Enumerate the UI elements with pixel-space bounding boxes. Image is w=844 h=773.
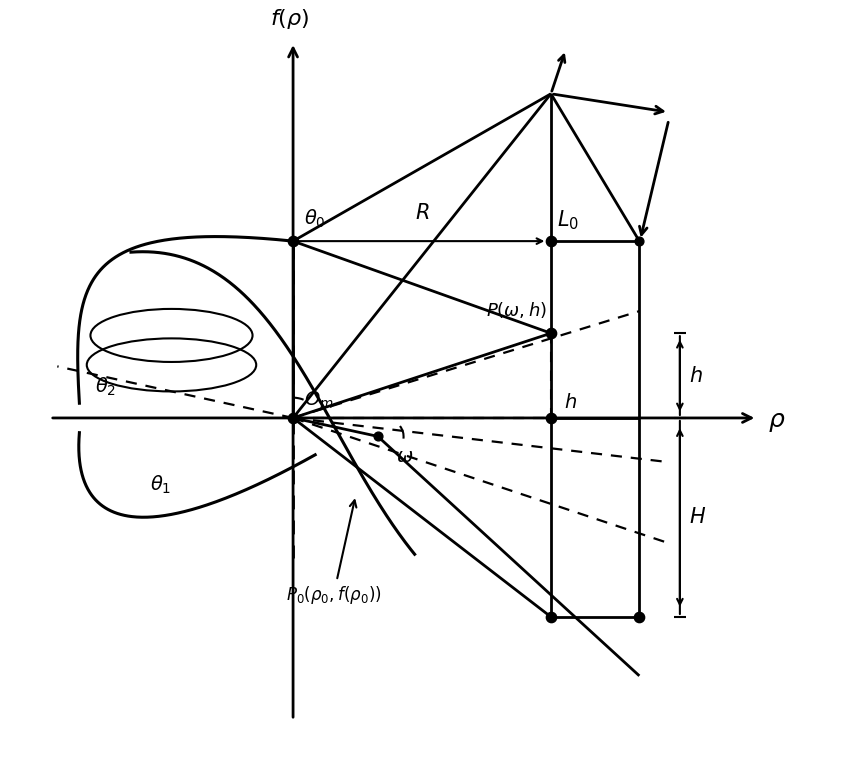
Text: $O_m$: $O_m$: [304, 390, 334, 410]
Point: [544, 327, 558, 339]
Text: $\rho$: $\rho$: [768, 410, 786, 434]
Text: $\theta_0$: $\theta_0$: [304, 208, 326, 230]
Text: $\theta_2$: $\theta_2$: [95, 376, 116, 398]
Text: $L_0$: $L_0$: [557, 209, 579, 233]
Text: $P(\omega, h)$: $P(\omega, h)$: [486, 300, 547, 320]
Text: $h$: $h$: [689, 366, 702, 386]
Point: [544, 412, 558, 424]
Text: $h$: $h$: [564, 393, 577, 412]
Point: [544, 611, 558, 623]
Point: [286, 412, 300, 424]
Point: [286, 235, 300, 247]
Text: $\theta_1$: $\theta_1$: [149, 473, 171, 495]
Text: $f(\rho)$: $f(\rho)$: [270, 7, 309, 31]
Text: $H$: $H$: [689, 507, 706, 527]
Point: [544, 235, 558, 247]
Text: $P_0(\rho_0, f(\rho_0))$: $P_0(\rho_0, f(\rho_0))$: [286, 500, 381, 606]
Point: [371, 431, 385, 443]
Point: [633, 611, 647, 623]
Text: $R$: $R$: [414, 203, 430, 223]
Point: [633, 235, 647, 247]
Text: $\omega$: $\omega$: [396, 448, 414, 466]
